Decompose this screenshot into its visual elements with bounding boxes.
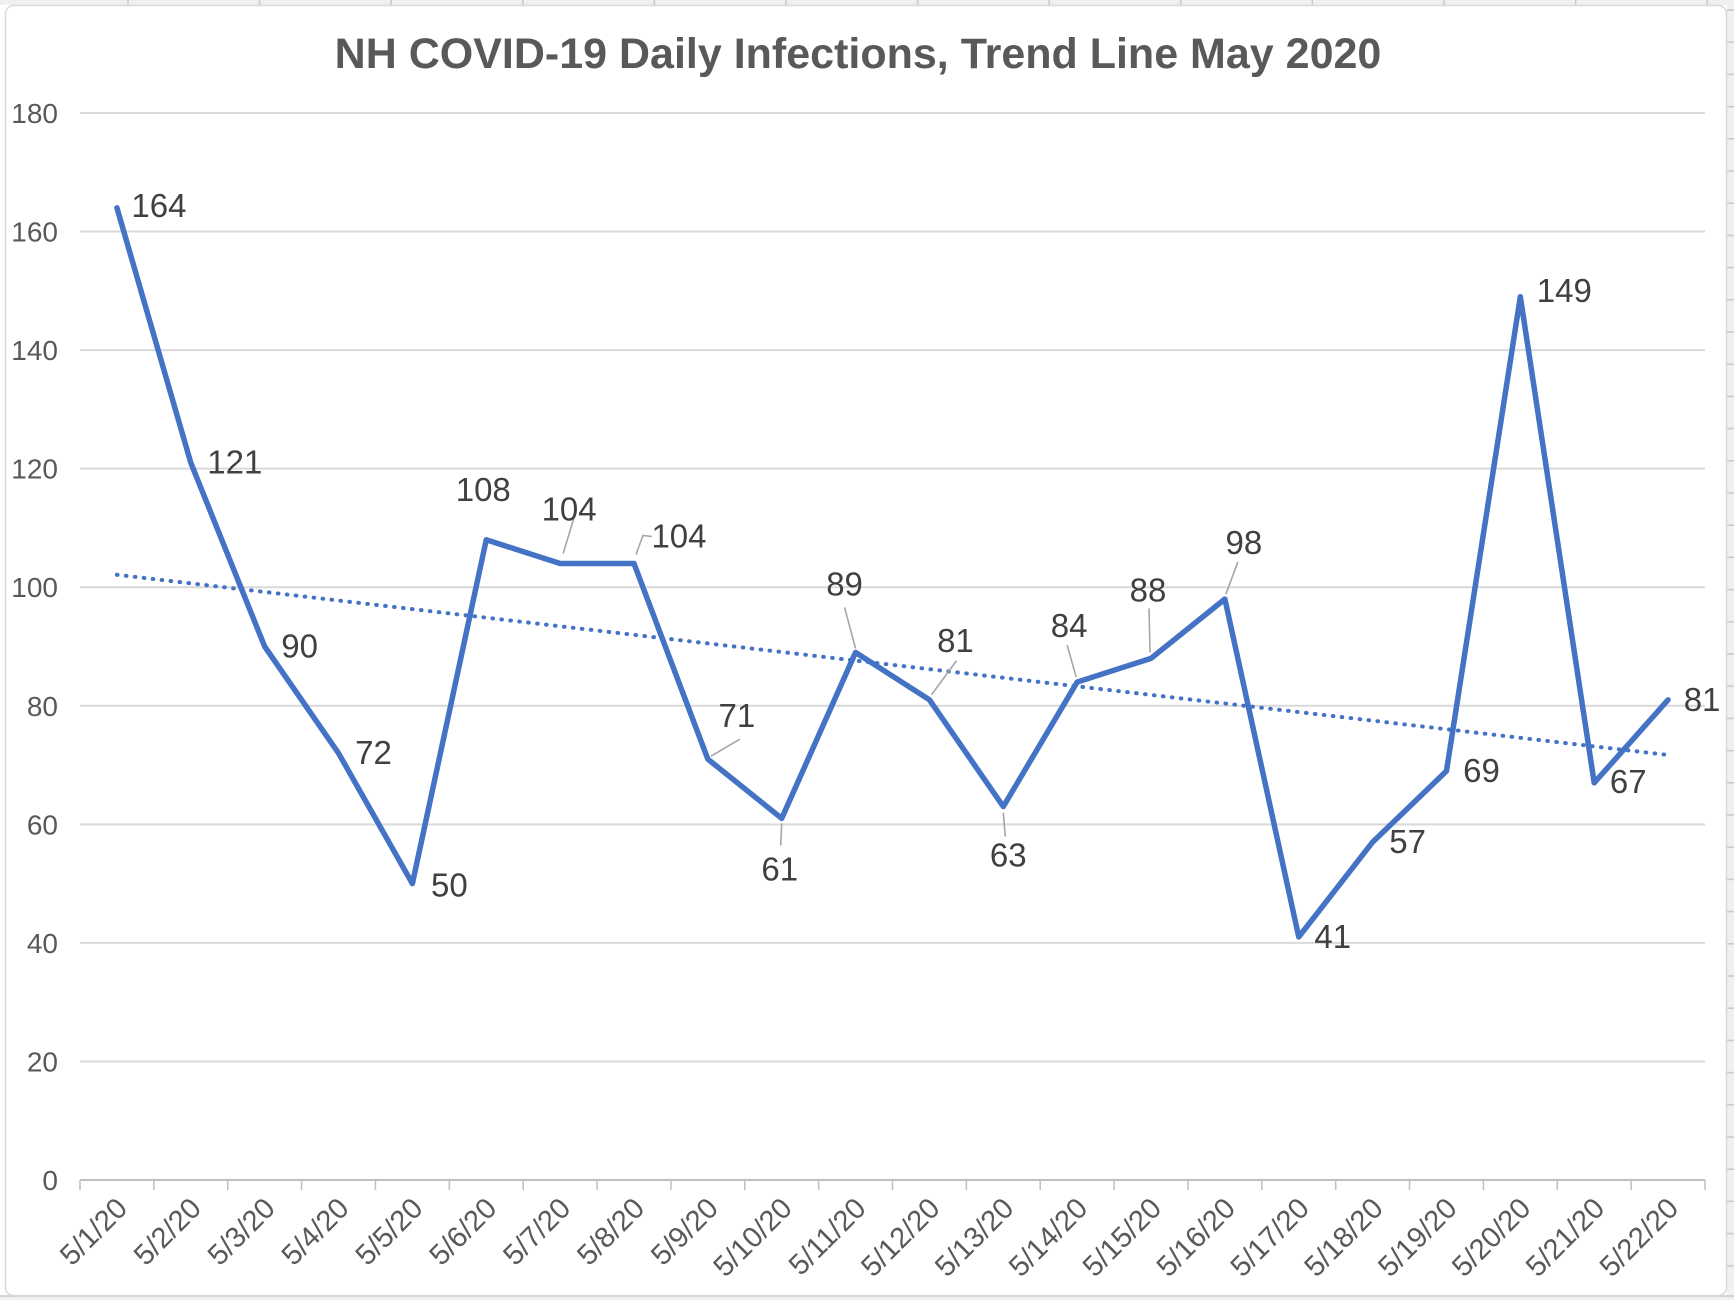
data-point-label: 41 [1314,918,1351,955]
data-point-label: 89 [826,565,863,602]
spreadsheet-top-edge [0,0,1734,5]
label-leader-line [1066,644,1077,678]
data-point-label: 98 [1226,524,1263,561]
trendline-dotted [114,572,1671,757]
data-point-label: 81 [1684,681,1721,718]
data-point-label: 108 [456,471,511,508]
data-point-label: 81 [937,622,974,659]
y-tick-label: 60 [27,809,58,840]
spreadsheet-right-edge [1727,0,1734,1300]
data-point-label: 71 [718,697,755,734]
label-leader-line [1148,608,1151,653]
spreadsheet-bottom-edge [0,1295,1734,1300]
label-leader-line [930,660,958,696]
label-leader-line [562,517,575,554]
data-point-label: 88 [1130,571,1167,608]
data-point-label: 104 [542,491,597,528]
y-tick-label: 120 [11,454,58,485]
data-point-label: 149 [1537,272,1592,309]
x-axis [79,1179,1706,1190]
y-tick-label: 80 [27,691,58,722]
label-leader-line [1225,561,1239,595]
y-tick-label: 20 [27,1046,58,1077]
data-point-label: 84 [1051,607,1088,644]
y-axis-labels: 0 20 40 60 80 100 120 140 160 180 [11,98,58,1196]
data-point-label: 67 [1610,763,1647,800]
data-labels: 164 121 90 72 50 108 104 104 71 61 89 81 63 84 88 98 41 5… [131,187,1720,955]
data-point-label: 57 [1389,823,1426,860]
chart-frame[interactable] [4,4,1728,1297]
y-tick-label: 0 [42,1165,58,1196]
data-point-label: 72 [355,734,392,771]
label-leader-line [843,607,857,649]
y-tick-label: 140 [11,335,58,366]
leader-lines [562,517,1239,846]
data-point-label: 50 [431,867,468,904]
data-point-label: 164 [131,187,186,224]
data-point-label: 63 [990,837,1027,874]
series-line [114,205,1671,940]
label-leader-line [779,823,783,846]
label-leader-line [635,534,653,555]
data-point-label: 121 [207,444,262,481]
chart-title: NH COVID-19 Daily Infections, Trend Line… [335,30,1382,78]
y-tick-label: 40 [27,928,58,959]
y-tick-label: 160 [11,217,58,248]
label-leader-line [710,738,741,757]
trend-line [114,572,1671,757]
data-point-label: 69 [1463,752,1500,789]
gridlines [80,112,1705,1063]
label-leader-line [1002,812,1007,837]
data-point-label: 61 [761,850,798,887]
y-tick-label: 180 [11,98,58,129]
infections-line [114,205,1671,940]
data-point-label: 104 [651,518,706,555]
data-point-label: 90 [281,628,318,665]
y-tick-label: 100 [11,572,58,603]
